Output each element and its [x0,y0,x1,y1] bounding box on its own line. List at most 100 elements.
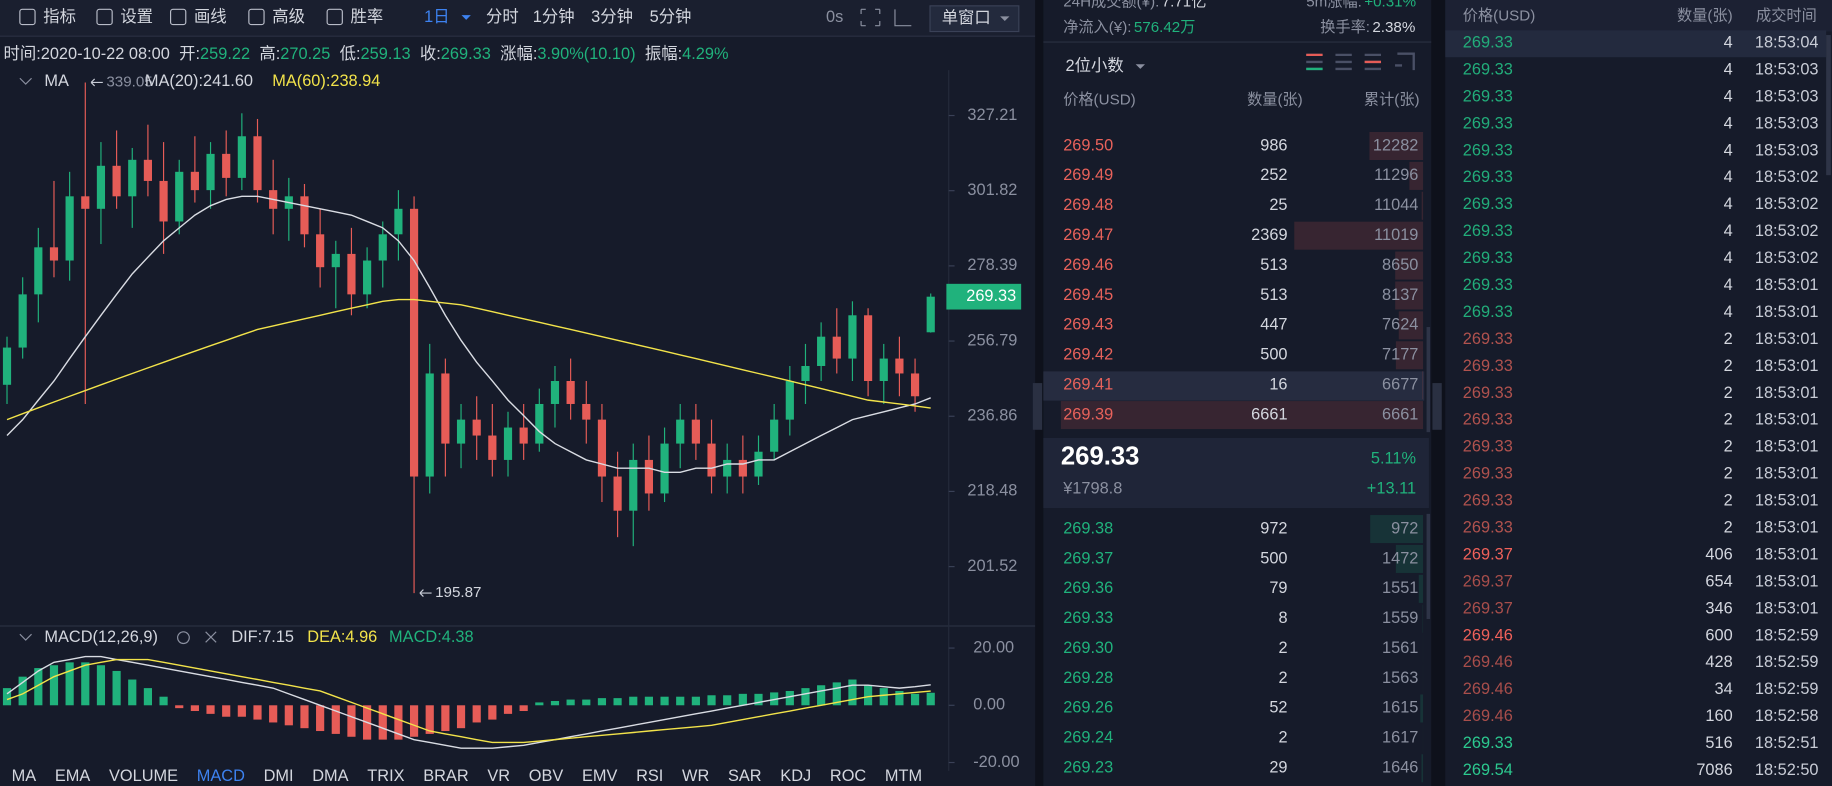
macd-bar [206,705,215,714]
indicator-tab[interactable]: EMA [55,767,91,785]
price: 269.41 [1063,375,1113,393]
indicator-tab[interactable]: MA [12,767,37,785]
indicator-tab[interactable]: DMA [312,767,348,785]
y-tick-label: 236.86 [967,407,1017,425]
trade-quantity: 2 [1724,384,1733,402]
indicator-tab[interactable]: SAR [728,767,762,785]
depth-view-icons [1306,53,1382,64]
depth-bar [1370,515,1424,544]
macd-bar [222,705,231,717]
collapse-handle[interactable] [1432,383,1442,430]
macd-bar [754,693,763,706]
macd-bar [597,698,607,706]
annotation-arrow [419,589,432,597]
candle-body [785,381,794,420]
cumulative: 12282 [1373,136,1418,154]
interval-button[interactable]: 5分钟 [650,8,692,26]
tool-icon[interactable] [248,8,265,26]
tool-icon[interactable] [19,8,36,26]
candle-body [253,136,262,191]
macd-bar [550,700,560,706]
interval-button[interactable]: 3分钟 [591,8,633,26]
indicator-tab[interactable]: VR [487,767,510,785]
trade-time: 18:53:02 [1755,249,1819,267]
indicator-tab[interactable]: MACD [197,767,245,785]
candle-body [910,373,920,397]
tool-button[interactable]: 高级 [272,8,305,26]
candle-body [81,196,90,209]
trade-price: 269.33 [1463,330,1513,348]
panel-icons[interactable] [19,77,217,643]
indicator-tab[interactable]: ROC [830,767,867,785]
info-value: 259.13 [361,45,411,63]
quantity: 972 [1260,519,1287,537]
indicator-tab[interactable]: DMI [264,767,294,785]
tool-button[interactable]: 指标 [43,8,76,26]
candle-body [488,435,497,460]
trade-price: 269.46 [1463,680,1513,698]
tool-icon[interactable] [169,8,187,26]
indicator-tab[interactable]: OBV [529,767,564,785]
settings-icon[interactable] [177,631,190,645]
scrollbar[interactable] [1426,327,1431,433]
trade-quantity: 2 [1724,357,1733,375]
hover-row [1043,371,1425,401]
candle-body [190,171,199,191]
candle-body [723,459,732,477]
indicator-tab[interactable]: VOLUME [109,767,178,785]
interval-button[interactable]: 1分钟 [533,8,575,26]
indicator-tab[interactable]: RSI [636,767,663,785]
price: 269.38 [1063,519,1113,537]
annotation-arrow [90,78,103,87]
toolbar-icons[interactable] [860,8,912,27]
price: 269.23 [1063,759,1113,777]
trade-time: 18:53:01 [1755,357,1819,375]
interval-button[interactable]: 分时 [486,8,519,26]
tool-button[interactable]: 设置 [120,8,153,26]
macd-bar [331,705,340,734]
legend-entry: DIF:7.15 [231,628,294,646]
tool-button[interactable]: 胜率 [351,8,384,26]
trade-quantity: 34 [1714,680,1732,698]
macd-bar [691,696,700,706]
scrollbar[interactable] [1426,513,1431,619]
y-tick-label: 20.00 [973,638,1014,656]
collapse-handle[interactable] [1032,383,1043,430]
info-label: 高: [259,45,280,63]
indicator-tab[interactable]: MTM [885,767,922,785]
interval-button[interactable]: 1日 [424,8,449,26]
trade-quantity: 2 [1724,330,1733,348]
indicator-tab[interactable]: BRAR [423,767,469,785]
window-select-label[interactable]: 单窗口 [942,9,991,27]
tool-button[interactable]: 画线 [194,8,227,26]
trade-price: 269.33 [1463,519,1513,537]
y-tick-label: 327.21 [967,106,1017,124]
macd-bar [253,705,262,720]
cumulative: 6661 [1382,405,1418,423]
cumulative: 1561 [1382,639,1418,657]
price: 269.30 [1063,639,1113,657]
tool-icon[interactable] [326,8,343,26]
trade-time: 18:53:01 [1755,545,1819,563]
macd-bar [65,662,74,706]
cumulative: 1472 [1382,549,1418,567]
tool-icon[interactable] [96,8,113,26]
indicator-tab[interactable]: KDJ [780,767,811,785]
candle-body [316,234,325,268]
quantity: 29 [1269,759,1287,777]
scrollbar[interactable] [1826,35,1831,176]
indicator-tab[interactable]: TRIX [367,767,404,785]
trade-quantity: 4 [1724,249,1733,267]
precision-select[interactable]: 2位小数 [1066,57,1124,75]
candle-body [472,419,481,436]
price-annotation: 339.05 [106,73,152,90]
price: 269.26 [1063,699,1113,717]
indicator-tab[interactable]: WR [682,767,709,785]
price: 269.49 [1063,166,1113,184]
price: 269.28 [1063,669,1113,687]
indicator-tab[interactable]: EMV [582,767,618,785]
legend-entry: DEA:4.96 [307,628,377,646]
last-price-tag [946,283,1022,310]
candle-body [300,196,309,235]
